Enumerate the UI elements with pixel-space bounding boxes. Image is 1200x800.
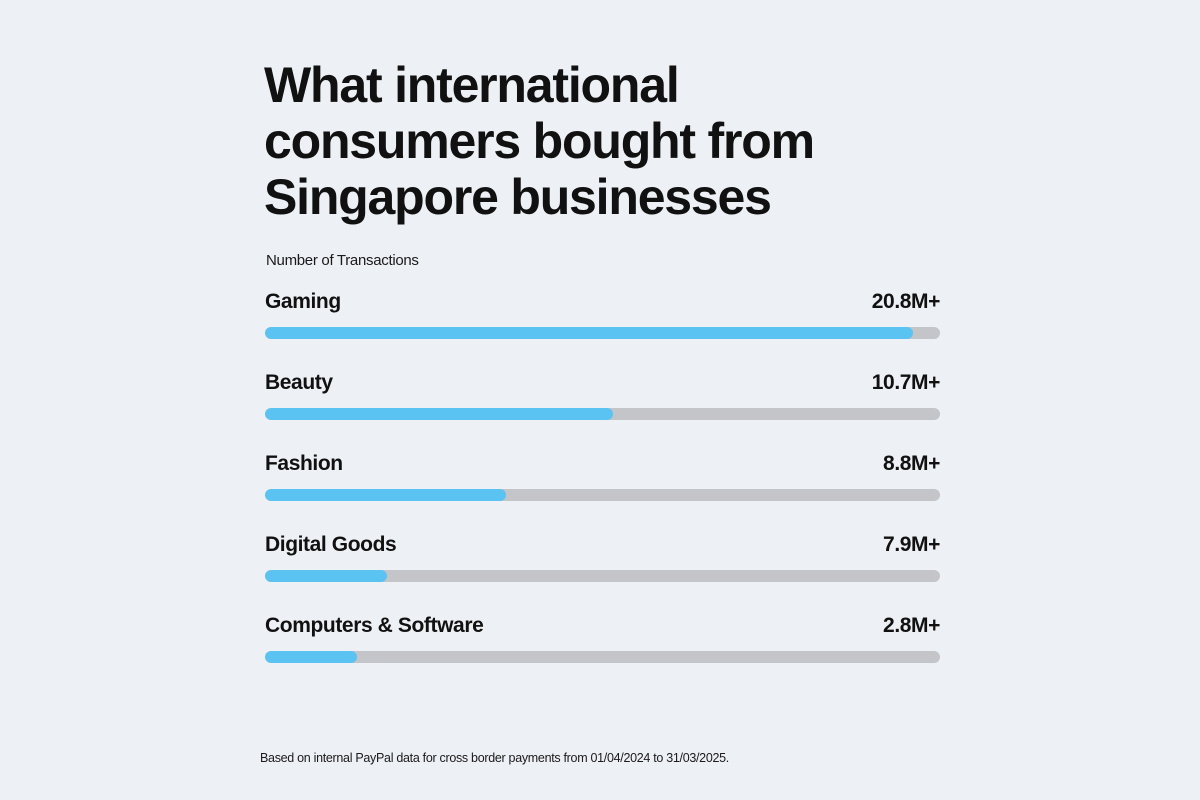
bar-fill — [265, 327, 913, 339]
bar-track — [265, 327, 940, 339]
chart-subtitle: Number of Transactions — [266, 252, 419, 269]
chart-title-line: Singapore businesses — [264, 169, 772, 225]
bar-fill — [265, 408, 613, 420]
bar-value-label: 2.8M+ — [883, 614, 940, 637]
bar-row: Fashion 8.8M+ — [265, 449, 940, 530]
bar-category-label: Computers & Software — [265, 614, 484, 637]
bar-category-label: Beauty — [265, 371, 333, 394]
bar-track — [265, 570, 940, 582]
bar-category-label: Fashion — [265, 452, 343, 475]
bar-value-label: 10.7M+ — [871, 371, 941, 394]
bar-row: Digital Goods 7.9M+ — [265, 530, 940, 611]
bar-fill — [265, 570, 387, 582]
bar-category-label: Gaming — [265, 290, 341, 313]
bar-value-label: 7.9M+ — [883, 533, 940, 556]
chart-title: What international consumers bought from… — [264, 57, 904, 225]
chart-title-line: What international — [264, 57, 680, 113]
bar-row: Computers & Software 2.8M+ — [265, 611, 940, 692]
bar-value-label: 8.8M+ — [883, 452, 940, 475]
bar-row: Gaming 20.8M+ — [265, 287, 940, 368]
chart-title-line: consumers bought from — [264, 113, 815, 169]
bar-row: Beauty 10.7M+ — [265, 368, 940, 449]
bar-track — [265, 489, 940, 501]
bar-fill — [265, 489, 506, 501]
footnote: Based on internal PayPal data for cross … — [260, 751, 729, 765]
bar-value-label: 20.8M+ — [871, 290, 941, 313]
bar-fill — [265, 651, 358, 663]
bar-track — [265, 408, 940, 420]
bar-chart: Gaming 20.8M+ Beauty 10.7M+ Fashion 8.8M+ Digi… — [265, 287, 940, 692]
bar-track — [265, 651, 940, 663]
bar-category-label: Digital Goods — [265, 533, 397, 556]
